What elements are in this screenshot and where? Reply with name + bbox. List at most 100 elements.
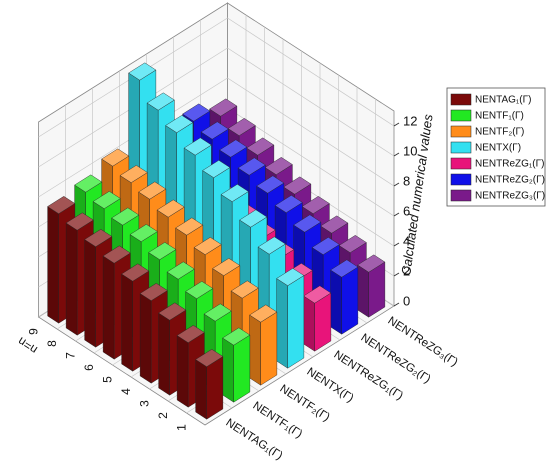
bar-top [264, 157, 293, 175]
x-tick-label: 9 [26, 328, 40, 335]
x-tick-label: 8 [45, 340, 59, 347]
y-tick-label: 4 [403, 233, 410, 248]
bar-side [139, 293, 152, 384]
legend-swatch [450, 173, 472, 186]
bar-top [158, 302, 187, 321]
grid-line [38, 47, 395, 168]
bar-top [301, 196, 330, 214]
bar-top [146, 92, 175, 111]
series-axis-label: NENTX(Γ) [305, 366, 356, 405]
bar-side [84, 239, 96, 348]
bar-side [47, 206, 59, 324]
y-tick [393, 152, 400, 157]
bar-top [274, 195, 303, 213]
bar-top [193, 237, 222, 255]
bar-top [237, 157, 266, 176]
bar-top [101, 148, 130, 167]
legend-label: NENTX(Γ) [475, 143, 521, 154]
y-tick [393, 182, 400, 187]
x-tick-label: 3 [137, 400, 151, 407]
legend-label: NENTAG₁(Γ) [475, 95, 531, 106]
legend-swatch [450, 157, 472, 170]
bar-top [121, 263, 150, 282]
bar [249, 304, 278, 386]
bar-front [287, 275, 305, 369]
bar-top [139, 283, 168, 301]
bar-top [47, 196, 76, 214]
bar-top [129, 224, 158, 242]
y-tick [393, 242, 400, 247]
bar-top [119, 165, 148, 183]
bar-top [183, 137, 212, 156]
legend-swatch [450, 109, 472, 122]
legend-label: NENTReZG₂(Γ) [475, 175, 545, 186]
bar-side [357, 264, 369, 318]
bar-top [74, 174, 103, 193]
y-tick-label: 10 [403, 143, 417, 158]
bar-top [311, 237, 340, 255]
bar-top [195, 349, 224, 367]
x-axis-title: n=n [15, 334, 40, 357]
bar-top [219, 139, 248, 158]
bar-top [227, 118, 256, 136]
bar-top [92, 191, 121, 209]
bar-front [260, 311, 278, 386]
y-tick [393, 212, 400, 217]
bar-top [276, 268, 305, 286]
bar-top [185, 281, 214, 299]
bar-top [156, 199, 185, 218]
x-tick-label: 1 [174, 424, 188, 431]
y-tick-label: 0 [403, 293, 410, 308]
bar-front [206, 356, 224, 420]
bar-top [230, 280, 259, 299]
y-tick [393, 122, 400, 127]
bar-top [175, 217, 204, 236]
legend-label: NENTReZG₃(Γ) [475, 191, 545, 202]
bar [357, 254, 386, 318]
bar-top [293, 214, 322, 233]
legend-label: NENTReZG₁(Γ) [475, 159, 544, 170]
bar-side [249, 314, 261, 386]
bar-side [65, 222, 78, 336]
bar-side [330, 269, 342, 335]
grid-line [38, 17, 395, 138]
x-tick-label: 2 [156, 412, 170, 419]
bar-top [65, 212, 94, 231]
bar-top [303, 285, 332, 304]
bar-top [283, 176, 312, 195]
legend-label: NENTF₁(Γ) [475, 111, 524, 122]
legend-swatch [450, 189, 472, 202]
bar-top [102, 245, 131, 264]
bar-top [182, 103, 211, 122]
bar-top [138, 181, 167, 200]
bar-top [148, 242, 177, 260]
bar [195, 349, 224, 420]
bar-top [357, 254, 386, 273]
y-tick [393, 302, 400, 307]
bar-front [341, 266, 359, 335]
x-tick-label: 6 [82, 364, 96, 371]
legend-swatch [450, 93, 472, 106]
bar-top [220, 184, 249, 202]
legend-swatch [450, 125, 472, 138]
bar-top [176, 325, 205, 343]
x-tick-label: 7 [63, 352, 77, 359]
bar-side [121, 273, 133, 372]
y-tick-label: 2 [403, 263, 410, 278]
y-tick [393, 272, 400, 277]
legend-swatch [450, 141, 472, 154]
y-tick-label: 8 [403, 173, 410, 188]
x-tick-label: 4 [119, 388, 133, 395]
bar-top [222, 327, 251, 346]
bar-top [128, 62, 157, 81]
bar-top [203, 303, 232, 322]
grid-line [38, 77, 395, 198]
y-tick-label: 6 [403, 203, 410, 218]
bar-top [320, 215, 349, 234]
bar-top [166, 261, 195, 280]
bar-side [158, 312, 170, 396]
bar-top [209, 98, 238, 117]
y-tick-label: 12 [403, 113, 417, 128]
legend-label: NENTF₂(Γ) [475, 127, 524, 138]
